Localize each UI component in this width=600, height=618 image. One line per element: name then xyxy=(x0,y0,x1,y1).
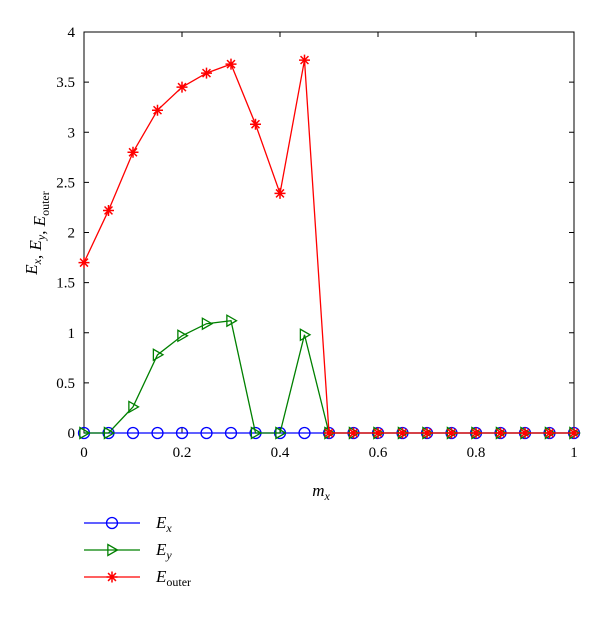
x-tick-label: 0.2 xyxy=(173,445,192,461)
data-point-circle xyxy=(126,426,140,440)
series-line xyxy=(83,59,574,434)
y-axis-label-subscript: outer xyxy=(38,191,52,216)
data-point-asterisk xyxy=(201,67,212,79)
series-line xyxy=(84,320,574,434)
data-point-asterisk xyxy=(372,427,384,439)
y-tick-label: 2 xyxy=(68,226,76,242)
legend-item: Ey xyxy=(84,540,172,562)
x-axis-label-base: m xyxy=(312,481,324,500)
data-point-asterisk xyxy=(495,427,506,439)
data-point-asterisk xyxy=(176,81,188,93)
y-tick-label: 3.5 xyxy=(56,75,75,91)
data-point-circle xyxy=(151,426,164,440)
legend-label-subscript: outer xyxy=(166,575,191,589)
legend-label: Ey xyxy=(155,540,172,562)
data-point-asterisk xyxy=(470,427,482,439)
data-point-triangle xyxy=(275,426,287,440)
y-axis-label-symbol: E xyxy=(22,264,41,276)
data-point-asterisk xyxy=(544,427,555,439)
y-axis-label-symbol: E xyxy=(26,240,45,252)
series-e-outer xyxy=(78,54,580,439)
data-point-asterisk xyxy=(323,427,335,439)
data-point-triangle xyxy=(107,543,119,557)
legend-item: Eouter xyxy=(84,567,191,589)
data-point-asterisk xyxy=(225,58,237,70)
legend-label: Eouter xyxy=(155,567,191,589)
y-tick-label: 0 xyxy=(68,426,76,442)
y-tick-label: 2.5 xyxy=(56,175,75,191)
data-point-triangle xyxy=(152,348,165,362)
data-point-triangle xyxy=(299,328,312,342)
y-tick-label: 4 xyxy=(68,25,76,41)
data-point-asterisk xyxy=(568,427,580,439)
data-point-triangle xyxy=(79,426,91,440)
data-point-circle xyxy=(224,426,238,440)
data-point-asterisk xyxy=(250,118,261,130)
data-point-asterisk xyxy=(103,204,114,216)
x-tick-label: 0.8 xyxy=(467,445,486,461)
data-point-asterisk xyxy=(274,187,286,199)
legend-label-symbol: E xyxy=(155,540,167,559)
x-tick-label: 1 xyxy=(570,445,578,461)
data-point-triangle xyxy=(177,329,189,343)
data-point-asterisk xyxy=(127,146,139,158)
legend-item: Ex xyxy=(84,513,172,535)
y-axis-label-subscript: x xyxy=(30,258,44,265)
legend-label-symbol: E xyxy=(155,567,167,586)
data-point-asterisk xyxy=(446,427,457,439)
data-point-asterisk xyxy=(78,257,90,269)
x-tick-label: 0.6 xyxy=(369,445,388,461)
data-point-asterisk xyxy=(348,427,359,439)
y-tick-label: 1.5 xyxy=(56,276,75,292)
x-tick-label: 0 xyxy=(80,445,88,461)
data-point-circle xyxy=(105,516,119,530)
data-point-triangle xyxy=(128,400,140,414)
data-point-triangle xyxy=(226,314,238,328)
data-point-triangle xyxy=(250,426,263,440)
plot-area-border xyxy=(83,31,575,434)
data-point-triangle xyxy=(201,317,214,331)
series-e-y xyxy=(79,314,581,440)
data-point-asterisk xyxy=(519,427,531,439)
legend-label-symbol: E xyxy=(155,513,167,532)
y-tick-label: 3 xyxy=(68,125,76,141)
y-axis-label-symbol: E xyxy=(30,215,49,227)
data-point-circle xyxy=(200,426,213,440)
legend-label: Ex xyxy=(155,513,172,535)
legend-label-subscript: x xyxy=(165,521,172,535)
y-axis-label-separator: , xyxy=(30,226,49,235)
y-axis-label: Ex, Ey, Eouter xyxy=(22,191,52,275)
x-axis-ticks: 0 0.2 0.4 0.6 0.8 1 xyxy=(80,32,578,461)
data-point-asterisk xyxy=(106,571,118,583)
plot-frame xyxy=(83,31,575,434)
y-axis-label-subscript: y xyxy=(34,234,48,241)
legend-label-subscript: y xyxy=(165,548,172,562)
y-tick-label: 1 xyxy=(68,326,76,342)
data-point-asterisk xyxy=(421,427,433,439)
y-axis-label-separator: , xyxy=(26,251,45,260)
y-tick-label: 0.5 xyxy=(56,376,75,392)
data-point-asterisk xyxy=(397,427,408,439)
x-axis-label-sub: x xyxy=(323,489,330,503)
series-layer xyxy=(77,54,581,440)
data-point-asterisk xyxy=(299,54,310,66)
x-tick-label: 0.4 xyxy=(271,445,290,461)
data-point-asterisk xyxy=(152,104,163,116)
data-point-circle xyxy=(175,426,189,440)
data-point-circle xyxy=(298,426,311,440)
x-axis-label: mx xyxy=(312,481,330,503)
data-point-triangle xyxy=(103,426,116,440)
